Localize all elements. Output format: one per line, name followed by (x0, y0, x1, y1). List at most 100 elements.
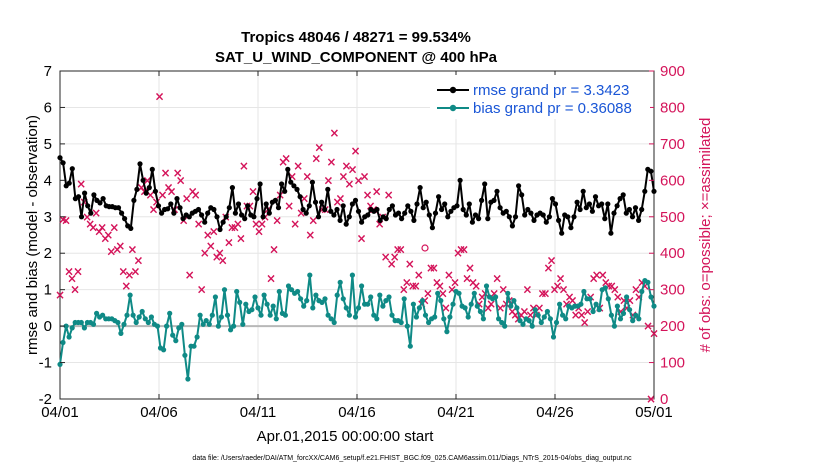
bias-point (81, 325, 87, 331)
assimilated-obs-point: × (206, 239, 216, 253)
rmse-point (580, 188, 586, 194)
rmse-point (608, 230, 614, 236)
bias-point (441, 316, 447, 322)
rmse-point (199, 212, 205, 218)
y-right-tick-label: 700 (660, 136, 685, 153)
rmse-point (195, 206, 202, 213)
bias-point (645, 279, 651, 285)
x-tick-label: 04/01 (41, 404, 79, 421)
bias-point (590, 308, 596, 315)
bias-point (273, 316, 279, 322)
bias-point (346, 312, 352, 318)
assimilated-obs-point: × (444, 268, 454, 282)
assimilated-obs-point: × (450, 275, 460, 289)
rmse-point (365, 212, 371, 218)
possible-obs-marker (421, 244, 429, 252)
assimilated-obs-point: × (164, 181, 174, 195)
bias-point (173, 338, 179, 344)
rmse-point (168, 201, 174, 207)
rmse-point (614, 203, 620, 209)
rmse-point (340, 203, 346, 209)
bias-point (365, 301, 371, 307)
assimilated-obs-point: × (55, 288, 65, 302)
rmse-point (285, 166, 291, 172)
bias-point (447, 314, 453, 320)
assimilated-obs-point: × (124, 268, 134, 282)
assimilated-obs-point: × (281, 151, 291, 165)
assimilated-obs-point: × (121, 279, 131, 293)
assimilated-obs-point: × (592, 268, 602, 282)
bias-point (404, 323, 410, 329)
rmse-point (245, 203, 251, 209)
rmse-point (377, 217, 383, 223)
rmse-point (352, 197, 359, 203)
assimilated-obs-point: × (471, 279, 481, 293)
assimilated-obs-point: × (272, 213, 282, 227)
assimilated-obs-point: × (350, 144, 360, 158)
bias-point (432, 314, 438, 320)
rmse-point (152, 188, 158, 194)
bias-point (352, 314, 359, 320)
legend-bias-marker (449, 104, 457, 112)
bias-point (611, 323, 618, 329)
chart-title: Tropics 48046 / 48271 = 99.534% (241, 29, 471, 46)
rmse-point (559, 230, 565, 236)
rmse-point (229, 185, 235, 191)
legend-rmse-marker (449, 86, 457, 94)
assimilated-obs-point: × (133, 254, 143, 268)
assimilated-obs-point: × (519, 305, 529, 319)
rmse-point (312, 199, 319, 205)
rmse-point (88, 210, 94, 216)
bias-point (386, 294, 392, 300)
y-left-tick-label: 1 (44, 282, 52, 299)
rmse-point (186, 214, 192, 220)
bias-point (553, 319, 560, 326)
assimilated-obs-point: × (637, 275, 647, 289)
rmse-point (402, 210, 408, 216)
assimilated-obs-point: × (549, 283, 559, 297)
rmse-point (319, 199, 325, 205)
assimilated-obs-point: × (483, 301, 493, 315)
rmse-point (432, 210, 439, 216)
rmse-point (395, 210, 402, 216)
bias-point (471, 290, 477, 296)
assimilated-obs-point: × (546, 254, 556, 268)
rmse-point (568, 225, 574, 231)
y-right-tick-label: 900 (660, 63, 685, 80)
assimilated-obs-point: × (375, 217, 385, 231)
bias-point (343, 305, 349, 311)
rmse-point (202, 219, 208, 225)
rmse-point (140, 177, 146, 183)
assimilated-obs-point: × (85, 217, 95, 231)
assimilated-obs-point: × (619, 294, 629, 308)
assimilated-obs-point: × (613, 290, 623, 304)
rmse-point (472, 212, 479, 218)
bias-point (633, 312, 639, 318)
bias-point (398, 319, 404, 326)
bias-point (602, 285, 608, 291)
bias-point (532, 307, 538, 313)
assimilated-obs-point: × (64, 264, 74, 278)
bias-point (538, 319, 544, 326)
rmse-point (522, 212, 528, 218)
bias-point (194, 334, 200, 340)
assimilated-obs-point: × (453, 246, 463, 260)
rmse-point (509, 223, 515, 229)
bias-point (529, 323, 535, 329)
rmse-point (334, 206, 340, 213)
chart-subtitle: SAT_U_WIND_COMPONENT @ 400 hPa (215, 49, 498, 66)
rmse-point (626, 206, 633, 213)
bias-point (298, 296, 304, 302)
rmse-point (519, 192, 525, 198)
rmse-point (343, 221, 349, 227)
rmse-point (525, 206, 531, 213)
bias-point (331, 319, 337, 326)
assimilated-obs-point: × (366, 199, 376, 213)
assimilated-obs-point: × (396, 243, 406, 257)
bias-point (78, 319, 84, 326)
bias-point (517, 318, 523, 324)
y-left-tick-label: 7 (44, 63, 52, 80)
rmse-point (423, 199, 429, 205)
assimilated-obs-point: × (381, 250, 391, 264)
assimilated-obs-point: × (495, 301, 505, 315)
